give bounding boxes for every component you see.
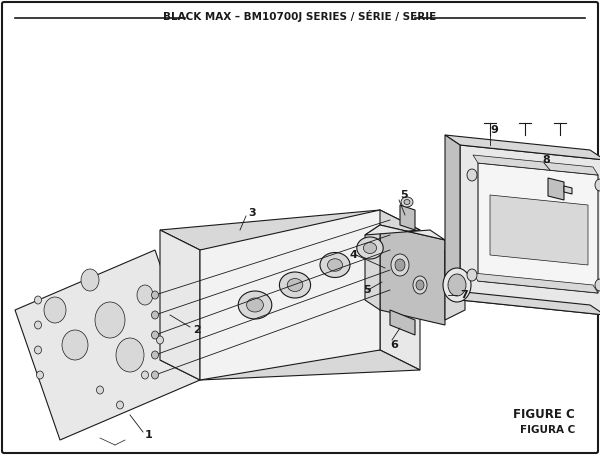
Polygon shape — [380, 225, 445, 325]
Ellipse shape — [401, 197, 413, 207]
Ellipse shape — [395, 259, 405, 271]
Ellipse shape — [151, 291, 158, 299]
Ellipse shape — [151, 371, 158, 379]
Polygon shape — [160, 350, 420, 380]
Ellipse shape — [247, 298, 263, 312]
Polygon shape — [200, 210, 380, 380]
Ellipse shape — [287, 278, 303, 292]
Polygon shape — [380, 210, 420, 370]
Text: 5: 5 — [363, 285, 371, 295]
Text: 2: 2 — [193, 325, 201, 335]
Ellipse shape — [142, 371, 149, 379]
Ellipse shape — [357, 237, 383, 259]
Polygon shape — [548, 178, 564, 200]
Text: BLACK MAX – BM10700J SERIES / SÉRIE / SERIE: BLACK MAX – BM10700J SERIES / SÉRIE / SE… — [163, 10, 437, 22]
Polygon shape — [160, 230, 200, 380]
Text: 3: 3 — [248, 208, 256, 218]
Ellipse shape — [97, 386, 104, 394]
Polygon shape — [473, 155, 598, 175]
Ellipse shape — [151, 311, 158, 319]
Ellipse shape — [595, 179, 600, 191]
Ellipse shape — [62, 330, 88, 360]
Ellipse shape — [116, 338, 144, 372]
Ellipse shape — [116, 401, 124, 409]
Polygon shape — [445, 135, 460, 300]
Polygon shape — [460, 145, 600, 315]
Text: 1: 1 — [145, 430, 153, 440]
Text: FIGURE C: FIGURE C — [513, 409, 575, 421]
Ellipse shape — [95, 302, 125, 338]
Ellipse shape — [37, 371, 44, 379]
Text: 7: 7 — [460, 290, 468, 300]
Ellipse shape — [35, 296, 41, 304]
Ellipse shape — [404, 199, 410, 204]
Ellipse shape — [35, 321, 41, 329]
Polygon shape — [445, 290, 600, 315]
Ellipse shape — [413, 276, 427, 294]
Polygon shape — [445, 135, 600, 160]
Text: 9: 9 — [490, 125, 498, 135]
Ellipse shape — [467, 269, 477, 281]
Ellipse shape — [238, 291, 272, 319]
Polygon shape — [564, 186, 572, 194]
Text: 6: 6 — [390, 340, 398, 350]
Ellipse shape — [320, 253, 350, 278]
Ellipse shape — [151, 351, 158, 359]
Polygon shape — [490, 195, 588, 265]
Ellipse shape — [280, 272, 311, 298]
Polygon shape — [15, 250, 200, 440]
Ellipse shape — [151, 331, 158, 339]
Polygon shape — [478, 163, 598, 293]
Polygon shape — [445, 250, 465, 320]
Polygon shape — [365, 225, 445, 240]
Ellipse shape — [157, 336, 163, 344]
Ellipse shape — [35, 346, 41, 354]
Polygon shape — [473, 273, 598, 293]
Polygon shape — [365, 225, 380, 310]
Ellipse shape — [137, 285, 153, 305]
Polygon shape — [160, 210, 420, 250]
Polygon shape — [390, 310, 415, 335]
Ellipse shape — [467, 169, 477, 181]
Ellipse shape — [364, 243, 377, 253]
Ellipse shape — [443, 268, 471, 302]
Ellipse shape — [391, 254, 409, 276]
Ellipse shape — [595, 279, 600, 291]
Ellipse shape — [416, 280, 424, 290]
Text: FIGURA C: FIGURA C — [520, 425, 575, 435]
Ellipse shape — [44, 297, 66, 323]
Polygon shape — [400, 205, 415, 230]
Text: 8: 8 — [542, 155, 550, 165]
Ellipse shape — [81, 269, 99, 291]
Ellipse shape — [448, 274, 466, 296]
Ellipse shape — [328, 259, 343, 271]
Text: 4: 4 — [350, 250, 358, 260]
Text: 5: 5 — [400, 190, 407, 200]
